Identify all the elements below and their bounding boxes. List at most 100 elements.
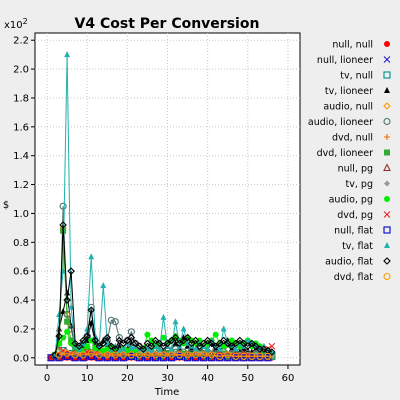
data-point — [184, 351, 192, 359]
data-point — [135, 342, 144, 351]
data-point — [212, 331, 219, 338]
data-point — [71, 351, 79, 359]
legend-item: null, flat — [334, 226, 391, 237]
legend-marker — [384, 134, 390, 140]
legend-item: tv, null — [340, 71, 391, 82]
legend-marker — [383, 56, 391, 63]
data-point — [127, 333, 136, 342]
data-point — [223, 339, 232, 348]
data-point — [87, 306, 95, 314]
data-point — [156, 345, 163, 352]
y-tick-label: 1.2 — [13, 180, 29, 191]
data-point — [99, 339, 108, 348]
data-point — [147, 342, 156, 351]
legend-item: tv, lioneer — [325, 86, 390, 97]
data-point — [143, 339, 152, 348]
data-point — [199, 339, 208, 348]
legend-marker — [383, 272, 391, 281]
legend-item: dvd, flat — [334, 272, 391, 283]
data-point — [55, 332, 63, 340]
y-tick-label: 1.0 — [13, 209, 29, 220]
data-point — [168, 345, 175, 352]
data-point — [224, 351, 232, 359]
data-point — [179, 336, 188, 345]
legend-marker — [383, 211, 391, 218]
data-point — [79, 336, 87, 345]
data-point — [47, 354, 55, 362]
data-point — [148, 337, 155, 344]
chart-title: V4 Cost Per Conversion — [75, 16, 260, 32]
y-tick-label: 0.0 — [13, 353, 29, 364]
data-point — [208, 351, 216, 359]
data-point — [51, 351, 59, 359]
data-point — [163, 339, 172, 348]
data-point — [216, 352, 224, 360]
data-point — [236, 351, 244, 359]
legend-label: null, null — [332, 40, 373, 51]
legend-item: audio, null — [323, 102, 391, 113]
data-point — [84, 343, 91, 350]
data-point — [159, 342, 168, 351]
data-point — [219, 336, 228, 345]
data-point — [227, 342, 236, 351]
data-point — [200, 351, 208, 359]
legend-item: audio, flat — [325, 257, 391, 268]
data-point — [231, 339, 240, 348]
data-point — [71, 339, 79, 348]
legend-label: dvd, null — [332, 133, 373, 144]
data-point — [268, 342, 276, 350]
y-tick-label: 0.8 — [13, 238, 29, 249]
data-point — [187, 339, 196, 348]
data-point — [192, 351, 200, 359]
data-point — [119, 351, 127, 359]
data-point — [207, 339, 216, 348]
legend-label: null, flat — [334, 226, 373, 237]
data-point — [191, 336, 200, 345]
data-point — [103, 333, 112, 342]
data-point — [88, 253, 95, 260]
data-point — [55, 351, 63, 359]
legend-marker — [384, 149, 390, 156]
data-point — [116, 342, 123, 349]
data-point — [111, 318, 119, 326]
legend-item: tv, flat — [342, 241, 390, 252]
data-point — [83, 332, 91, 340]
legend-label: audio, pg — [329, 195, 373, 206]
data-point — [143, 351, 151, 359]
legend-marker — [384, 196, 390, 202]
y-multiplier-exponent: 2 — [23, 17, 28, 26]
data-point — [63, 296, 71, 304]
data-point — [139, 345, 148, 353]
data-point — [127, 351, 135, 359]
data-point — [160, 334, 167, 341]
legend-item: null, null — [332, 40, 390, 51]
legend-item: null, lioneer — [317, 55, 391, 66]
legend-item: audio, lioneer — [308, 117, 391, 128]
data-point — [268, 348, 276, 356]
x-tick-label: 60 — [282, 373, 295, 384]
data-point — [171, 333, 180, 342]
y-tick-label: 2.2 — [13, 36, 29, 47]
series-layer — [47, 51, 276, 362]
data-point — [244, 342, 252, 351]
data-point — [63, 349, 71, 358]
legend-marker — [383, 117, 391, 126]
y-tick-label: 0.4 — [13, 296, 29, 307]
data-point — [232, 352, 240, 360]
data-point — [64, 318, 71, 325]
y-tick-label: 1.4 — [13, 151, 29, 162]
data-point — [240, 352, 248, 360]
y-multiplier-base: x10 — [4, 20, 23, 31]
data-point — [119, 339, 128, 348]
data-point — [220, 325, 227, 332]
data-point — [120, 345, 127, 352]
x-tick-label: 10 — [81, 373, 94, 384]
x-tick-label: 50 — [241, 373, 254, 384]
data-point — [59, 202, 67, 210]
data-point — [211, 342, 220, 351]
legend-item: tv, pg — [346, 179, 390, 190]
data-point — [248, 339, 256, 348]
data-point — [79, 351, 87, 359]
data-point — [59, 221, 67, 229]
data-point — [256, 352, 264, 360]
